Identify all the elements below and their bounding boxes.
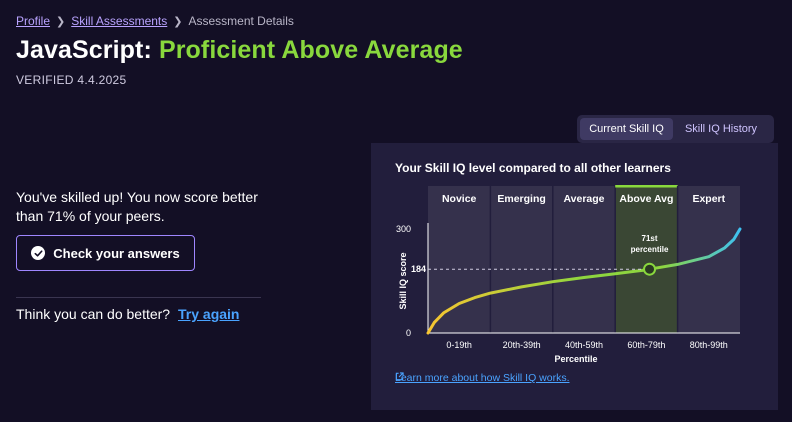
x-tick-label: 20th-39th <box>503 340 541 350</box>
x-tick-label: 80th-99th <box>690 340 728 350</box>
percentile-label-line2: percentile <box>631 245 669 254</box>
result-message: You've skilled up! You now score better … <box>16 189 258 224</box>
band-emerging <box>490 186 553 333</box>
check-answers-button[interactable]: Check your answers <box>16 235 195 271</box>
band-expert <box>677 186 740 333</box>
skill-iq-tabs: Current Skill IQ Skill IQ History <box>577 115 774 143</box>
breadcrumb-profile-link[interactable]: Profile <box>16 14 51 28</box>
tab-current-skill-iq[interactable]: Current Skill IQ <box>580 118 673 140</box>
check-answers-label: Check your answers <box>53 245 180 261</box>
learn-more-link[interactable]: Learn more about how Skill IQ works. <box>395 372 570 384</box>
skill-iq-curve <box>426 227 742 335</box>
band-label: Novice <box>442 193 477 205</box>
skill-name: JavaScript: <box>16 36 152 64</box>
band-novice <box>428 186 491 333</box>
skill-level: Proficient Above Average <box>158 36 463 64</box>
skill-iq-chart: Novice Emerging Average Above Avg Expert 0 300… <box>396 185 742 364</box>
band-above-avg <box>615 186 678 333</box>
tab-skill-iq-history[interactable]: Skill IQ History <box>684 123 758 135</box>
percentile-label-line1: 71st <box>642 234 658 243</box>
x-tick-label: 0-19th <box>446 340 472 350</box>
chevron-right-icon: ❯ <box>173 15 183 28</box>
score-marker <box>643 262 657 276</box>
band-label: Emerging <box>497 193 545 205</box>
try-again-link[interactable]: Try again <box>178 306 240 322</box>
y-tick-label: 0 <box>406 328 411 338</box>
x-tick-label: 40th-59th <box>565 340 603 350</box>
band-label: Above Avg <box>619 193 673 205</box>
check-circle-icon <box>31 246 46 260</box>
band-label: Expert <box>692 193 725 205</box>
breadcrumb-current: Assessment Details <box>188 14 294 28</box>
chart-heading: Your Skill IQ level compared to all othe… <box>395 161 671 175</box>
retry-row: Think you can do better? Try again <box>16 306 239 322</box>
retry-prompt: Think you can do better? <box>16 306 171 322</box>
x-axis-label: Percentile <box>554 354 597 364</box>
x-tick-label: 60th-79th <box>627 340 665 350</box>
score-label: 184 <box>411 264 426 274</box>
learn-more-label: Learn more about how Skill IQ works. <box>395 372 570 384</box>
divider <box>16 297 261 298</box>
breadcrumb: Profile ❯ Skill Assessments ❯ Assessment… <box>16 14 294 28</box>
page-title: JavaScript: Proficient Above Average <box>16 36 463 65</box>
external-link-icon <box>395 372 404 381</box>
breadcrumb-skill-assessments-link[interactable]: Skill Assessments <box>71 14 168 28</box>
band-label: Average <box>563 193 604 205</box>
y-tick-label: 300 <box>396 224 411 234</box>
y-axis-label: Skill IQ score <box>398 252 408 309</box>
verified-date: VERIFIED 4.4.2025 <box>16 73 127 87</box>
band-average <box>552 186 616 333</box>
skill-iq-panel: Your Skill IQ level compared to all othe… <box>371 143 778 410</box>
highlight-bar <box>615 185 678 188</box>
chevron-right-icon: ❯ <box>56 15 66 28</box>
